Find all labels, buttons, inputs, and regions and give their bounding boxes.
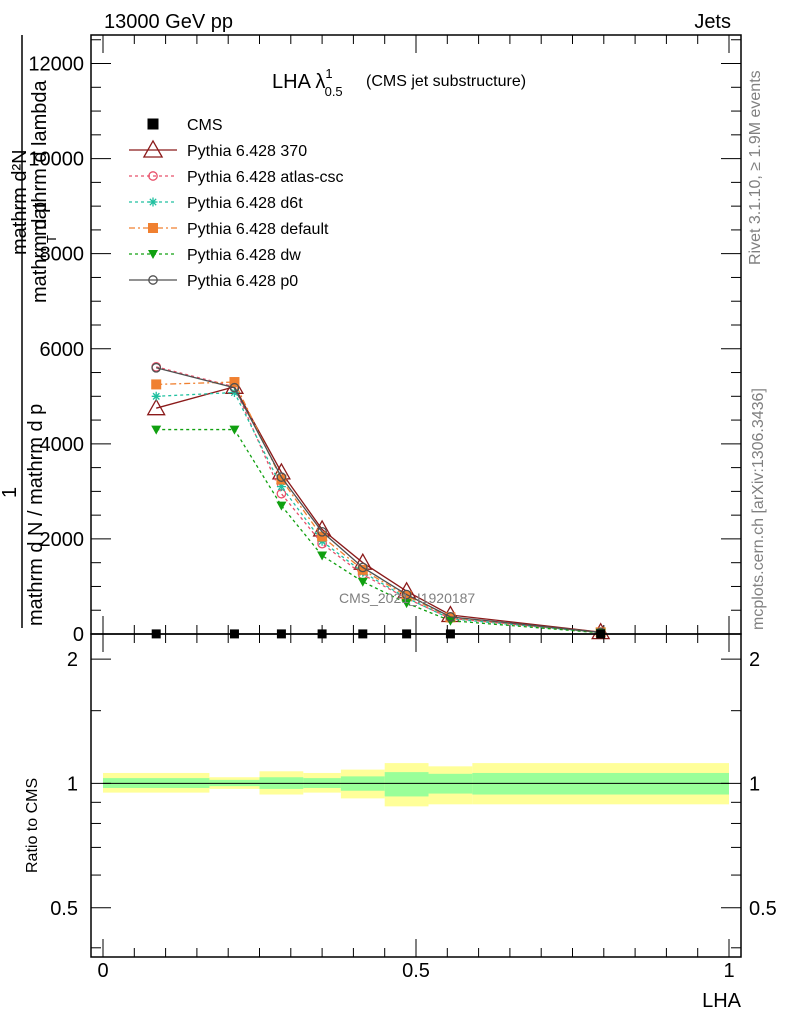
x-tick-label: 0.5 [402, 960, 430, 982]
y-tick-label: 10000 [28, 149, 84, 171]
analysis-watermark: CMS_2021_I1920187 [339, 590, 475, 606]
data-point [276, 472, 287, 482]
rivet-label: Rivet 3.1.10, ≥ 1.9M events [747, 70, 764, 265]
legend-label: Pythia 6.428 dw [187, 247, 301, 264]
data-point [357, 564, 368, 575]
chart-subtitle: (CMS jet substructure) [366, 73, 526, 90]
series-line [156, 386, 601, 633]
legend-entry-2: Pythia 6.428 atlas-csc [129, 169, 344, 186]
y-label-denominator: mathrm d N / mathrm d p [25, 404, 47, 626]
series-line [156, 367, 601, 633]
ratio-bands [103, 763, 729, 807]
ratio-y-tick-label: 2 [67, 649, 78, 671]
ratio-y-tick-label-right: 0.5 [749, 898, 777, 920]
legend-marker [148, 197, 158, 207]
y-tick-label: 2000 [40, 529, 85, 551]
main-panel: 0 2000 4000 6000 8000 10000 12000 LHA λ1 0.5 (C… [0, 34, 742, 646]
y-tick-label: 0 [73, 624, 84, 646]
y-label-sub: T [44, 235, 59, 243]
legend: CMS Pythia 6.428 370 Pythia 6.428 atlas-cs… [129, 117, 344, 290]
legend-label: Pythia 6.428 p0 [187, 273, 298, 290]
x-tick-label: 1 [723, 960, 734, 982]
ratio-y-label: Ratio to CMS [24, 778, 41, 873]
x-axis-label: LHA [702, 990, 742, 1012]
data-point [357, 577, 368, 587]
legend-marker [148, 223, 158, 233]
y-label-numerator: 1 [0, 487, 21, 498]
legend-entry-3: Pythia 6.428 d6t [129, 195, 303, 212]
legend-label: Pythia 6.428 d6t [187, 195, 303, 212]
main-y-axis: 0 2000 4000 6000 8000 10000 12000 [28, 35, 741, 646]
chart-title: LHA λ1 0.5 [272, 66, 343, 99]
data-point [151, 391, 161, 401]
legend-entry-4: Pythia 6.428 default [129, 221, 329, 238]
x-tick-label: 0 [97, 960, 108, 982]
data-point [445, 612, 456, 622]
series-line [156, 391, 601, 634]
legend-label: Pythia 6.428 default [187, 221, 329, 238]
legend-marker [148, 250, 158, 259]
y-tick-label: 12000 [28, 54, 84, 76]
header-left: 13000 GeV pp [104, 11, 233, 33]
data-point [401, 599, 412, 609]
data-point [151, 362, 162, 373]
legend-label: Pythia 6.428 370 [187, 143, 307, 160]
ratio-panel: 0.5 0.5 1 1 2 2 0 0.5 1 Ratio to CMS LHA [24, 633, 777, 1012]
mcplots-label: mcplots.cern.ch [arXiv:1306.3436] [750, 388, 767, 630]
legend-marker [142, 139, 164, 158]
series-line [156, 366, 601, 634]
data-point [276, 501, 287, 511]
legend-entry-0: CMS [147, 117, 223, 134]
data-point [317, 551, 328, 561]
legend-marker [148, 275, 158, 285]
ratio-y-tick-label: 0.5 [50, 898, 78, 920]
main-y-label: 1 mathrm d²N mathrm d p T mathrm d lambd… [0, 35, 59, 628]
y-tick-label: 6000 [40, 339, 85, 361]
ratio-y-tick-label-right: 1 [749, 773, 760, 795]
data-point [229, 382, 240, 393]
ratio-axes: 0.5 0.5 1 1 2 2 0 0.5 1 [50, 634, 777, 982]
data-point [401, 589, 412, 600]
legend-marker [148, 171, 158, 181]
y-label-upper-3: mathrm d lambda [29, 80, 51, 236]
data-point [146, 398, 166, 416]
data-point [229, 377, 240, 388]
legend-label: Pythia 6.428 atlas-csc [187, 169, 344, 186]
data-point [151, 425, 162, 435]
data-point [276, 482, 286, 492]
data-point [317, 526, 327, 537]
legend-label: CMS [187, 117, 223, 134]
legend-entry-1: Pythia 6.428 370 [129, 139, 307, 160]
data-point [229, 425, 240, 435]
data-point [357, 562, 368, 573]
series-line [156, 381, 601, 633]
ratio-frame [90, 633, 742, 958]
y-label-upper: mathrm d²N [9, 149, 31, 255]
data-point [401, 590, 412, 601]
main-series-group [146, 361, 611, 640]
ratio-y-tick-label: 1 [67, 773, 78, 795]
y-tick-label: 4000 [40, 434, 85, 456]
y-label-upper-2: mathrm d p [29, 202, 51, 303]
series-line [156, 428, 601, 634]
ratio-y-tick-label-right: 2 [749, 649, 760, 671]
legend-entry-6: Pythia 6.428 p0 [129, 273, 298, 290]
y-tick-label: 8000 [40, 244, 85, 266]
legend-marker [147, 118, 159, 130]
legend-entry-5: Pythia 6.428 dw [129, 247, 301, 264]
data-point [276, 474, 287, 485]
data-point [151, 379, 162, 390]
ratio-band-green [384, 772, 429, 797]
header-right: Jets [694, 11, 731, 33]
